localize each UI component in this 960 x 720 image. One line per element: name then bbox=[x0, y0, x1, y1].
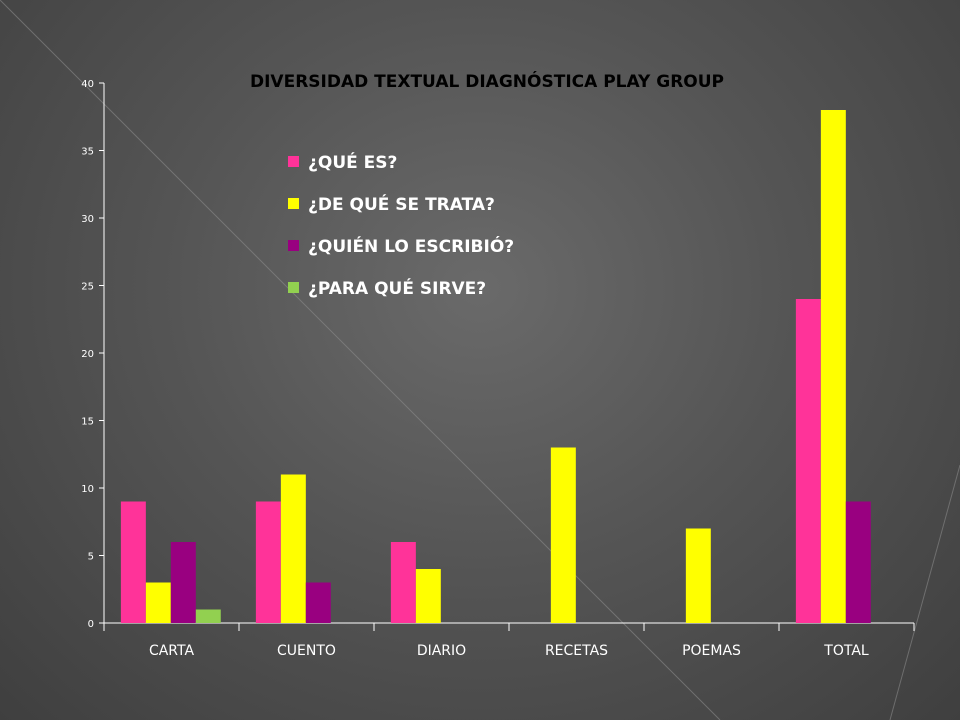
legend-swatch bbox=[288, 156, 299, 167]
bars bbox=[120, 110, 871, 623]
legend-swatch bbox=[288, 198, 299, 209]
bar bbox=[120, 501, 146, 623]
chart-title: DIVERSIDAD TEXTUAL DIAGNÓSTICA PLAY GROU… bbox=[250, 70, 724, 92]
x-tick-label: DIARIO bbox=[417, 643, 466, 659]
bar bbox=[415, 569, 441, 623]
x-tick-label: RECETAS bbox=[545, 643, 608, 659]
legend-label: ¿QUÉ ES? bbox=[308, 151, 397, 173]
y-tick-label: 5 bbox=[88, 552, 94, 563]
y-tick-label: 0 bbox=[88, 619, 94, 630]
x-tick-label: TOTAL bbox=[823, 643, 869, 659]
y-tick-label: 40 bbox=[81, 79, 94, 90]
bar bbox=[820, 110, 846, 623]
bar bbox=[255, 501, 281, 623]
bar bbox=[390, 542, 416, 623]
bar bbox=[145, 582, 171, 623]
bar bbox=[795, 299, 821, 623]
bar bbox=[305, 582, 331, 623]
legend-swatch bbox=[288, 282, 299, 293]
legend-label: ¿QUIÉN LO ESCRIBIÓ? bbox=[308, 235, 514, 257]
bar bbox=[195, 609, 221, 623]
bar bbox=[280, 474, 306, 623]
bar bbox=[845, 501, 871, 623]
y-tick-label: 15 bbox=[81, 417, 94, 428]
y-axis: 0 5 10 15 20 25 30 35 40 bbox=[81, 79, 105, 630]
y-tick-label: 35 bbox=[81, 147, 94, 158]
x-tick-label: POEMAS bbox=[682, 643, 741, 659]
bar bbox=[685, 528, 711, 623]
y-tick-label: 25 bbox=[81, 282, 94, 293]
y-tick-label: 30 bbox=[81, 214, 94, 225]
x-tick-label: CUENTO bbox=[277, 643, 336, 659]
x-tick-label: CARTA bbox=[149, 643, 195, 659]
y-tick-label: 10 bbox=[81, 484, 94, 495]
bar bbox=[550, 447, 576, 623]
x-axis: CARTA CUENTO DIARIO RECETAS POEMAS TOTAL bbox=[103, 622, 915, 659]
legend-swatch bbox=[288, 240, 299, 251]
legend-label: ¿DE QUÉ SE TRATA? bbox=[308, 193, 495, 215]
y-tick-label: 20 bbox=[81, 349, 94, 360]
bar bbox=[170, 542, 196, 623]
legend-label: ¿PARA QUÉ SIRVE? bbox=[308, 277, 486, 299]
legend: ¿QUÉ ES? ¿DE QUÉ SE TRATA? ¿QUIÉN LO ESCRI… bbox=[288, 151, 514, 299]
